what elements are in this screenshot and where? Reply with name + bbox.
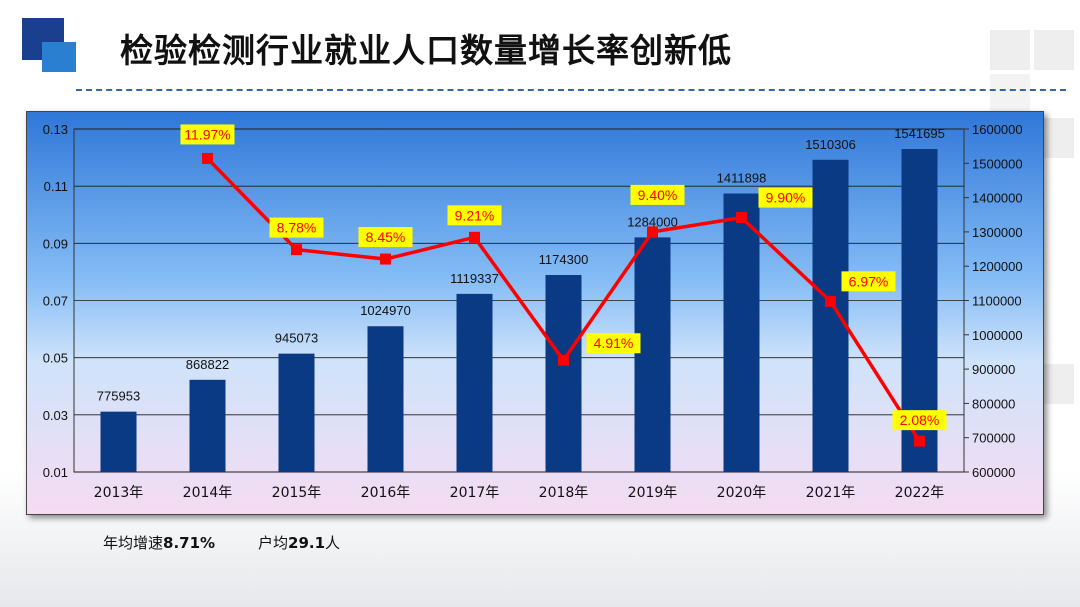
growth-label-box (841, 271, 896, 292)
bar-value-label: 1411898 (717, 171, 767, 186)
growth-value-label: 8.78% (277, 220, 317, 236)
left-axis-tick-label: 0.03 (43, 408, 68, 423)
growth-value-label: 11.97% (184, 126, 230, 142)
bar-value-label: 868822 (186, 357, 229, 372)
x-axis-tick-label: 2015年 (272, 485, 322, 501)
growth-label-box (630, 184, 685, 205)
growth-value-label: 6.97% (849, 273, 889, 289)
average-note-value: 29.1 (288, 534, 326, 552)
x-axis-tick-label: 2019年 (628, 485, 678, 501)
growth-value-label: 9.21% (455, 207, 495, 223)
bar (456, 293, 493, 472)
right-axis-tick-label: 700000 (972, 431, 1015, 446)
average-note-unit: 人 (325, 534, 341, 552)
bar (545, 275, 582, 472)
growth-label-box (892, 410, 947, 431)
bar-value-label: 1174300 (539, 252, 589, 267)
growth-point (380, 253, 391, 265)
x-axis-tick-label: 2022年 (895, 485, 945, 501)
left-axis-tick-label: 0.05 (43, 351, 68, 366)
bar-value-label: 1510306 (805, 137, 856, 152)
right-axis-tick-label: 800000 (972, 396, 1015, 411)
growth-point (647, 226, 658, 238)
bar (634, 237, 671, 472)
growth-value-label: 9.90% (766, 190, 806, 206)
growth-point (469, 231, 480, 243)
growth-label-box (758, 187, 813, 208)
x-axis-tick-label: 2017年 (450, 485, 500, 501)
growth-point (291, 244, 302, 256)
growth-note-value: 8.71% (163, 534, 216, 552)
bar-value-label: 1541695 (894, 126, 945, 141)
left-axis-tick-label: 0.09 (43, 236, 68, 251)
bar (100, 411, 137, 472)
x-axis-tick-label: 2016年 (361, 485, 411, 501)
average-note-label: 户均 (258, 534, 289, 552)
growth-point (914, 435, 925, 447)
growth-point (736, 212, 747, 224)
right-axis-tick-label: 1200000 (972, 259, 1023, 274)
growth-label-box (586, 333, 641, 354)
left-axis-tick-label: 0.13 (43, 122, 68, 137)
left-axis-tick-label: 0.07 (43, 294, 68, 309)
bar (278, 353, 315, 472)
left-axis-tick-label: 0.01 (43, 465, 68, 480)
growth-label-box (447, 205, 502, 226)
right-axis-tick-label: 1100000 (972, 294, 1022, 309)
bar-value-label: 1284000 (627, 214, 678, 229)
growth-value-label: 9.40% (638, 187, 678, 203)
combo-chart: 0.13 0.11 0.09 0.07 0.05 0.03 0.01 1600000 15000… (43, 122, 1023, 501)
bar (723, 193, 760, 472)
right-axis-tick-label: 1400000 (972, 191, 1023, 206)
logo-icon (22, 18, 76, 72)
right-axis-tick-label: 1500000 (972, 156, 1023, 171)
growth-label-box (180, 124, 235, 145)
bar-value-label: 1024970 (360, 303, 411, 318)
page-title: 检验检测行业就业人口数量增长率创新低 (120, 31, 732, 70)
growth-value-label: 4.91% (594, 335, 634, 351)
bar (189, 379, 226, 472)
bar (367, 326, 404, 472)
growth-note-label: 年均增速 (103, 534, 164, 552)
growth-point (825, 295, 836, 307)
right-axis-tick-label: 1000000 (972, 328, 1023, 343)
left-axis-tick-label: 0.11 (44, 179, 68, 194)
x-axis-tick-label: 2021年 (806, 485, 856, 501)
growth-value-label: 2.08% (900, 412, 940, 428)
bar-value-label: 945073 (275, 331, 318, 346)
bar-value-label: 1119337 (450, 271, 499, 286)
x-axis-tick-label: 2018年 (539, 485, 589, 501)
right-axis-tick-label: 1600000 (972, 122, 1023, 137)
growth-value-label: 8.45% (366, 229, 406, 245)
right-axis-tick-label: 600000 (972, 465, 1015, 480)
average-note: 户均29.1人 (258, 532, 340, 553)
chart-panel: 0.13 0.11 0.09 0.07 0.05 0.03 0.01 1600000 15000… (26, 111, 1044, 515)
growth-label-box (269, 217, 324, 238)
growth-point (558, 354, 569, 366)
x-axis-tick-label: 2020年 (717, 485, 767, 501)
right-axis-tick-label: 1300000 (972, 225, 1023, 240)
x-axis-tick-label: 2014年 (183, 485, 233, 501)
growth-label-box (358, 227, 413, 248)
x-axis-tick-label: 2013年 (94, 485, 144, 501)
growth-note: 年均增速8.71% (103, 532, 215, 553)
right-axis-tick-label: 900000 (972, 362, 1015, 377)
growth-point (202, 152, 213, 164)
bar (812, 159, 849, 472)
bar-value-label: 775953 (97, 389, 140, 404)
title-divider (76, 89, 1066, 91)
